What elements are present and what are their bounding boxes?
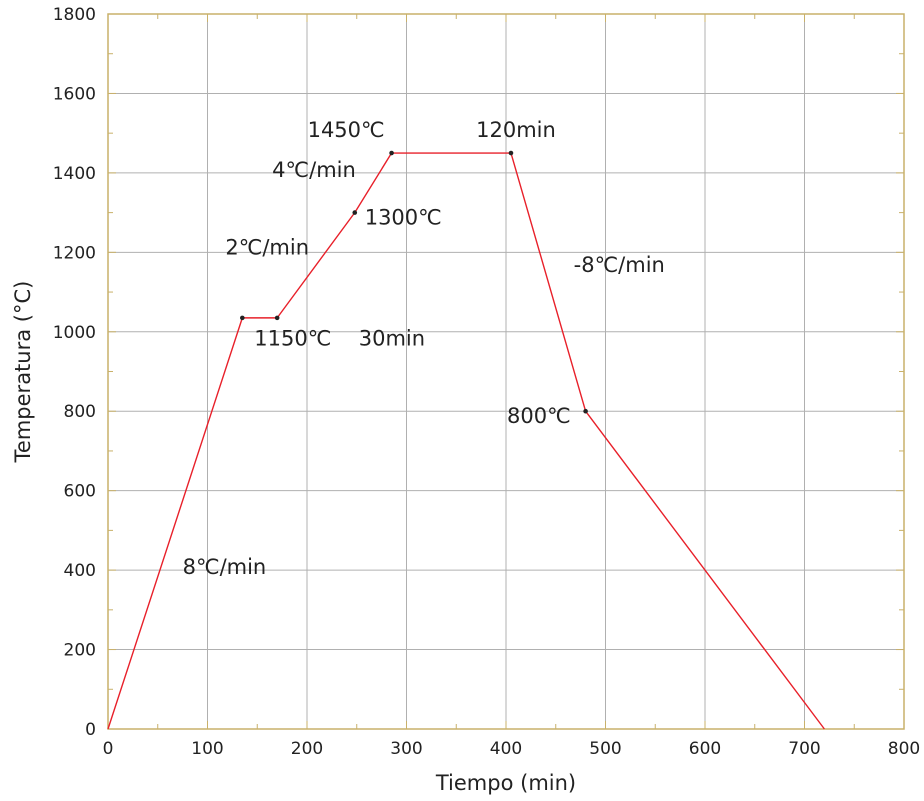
- x-tick-label: 400: [490, 739, 522, 759]
- data-point: [274, 315, 280, 321]
- y-tick-label: 0: [85, 720, 96, 740]
- annotation-label: 30min: [359, 327, 425, 351]
- data-point: [352, 210, 358, 215]
- annotation-label: 1150℃: [254, 327, 331, 351]
- y-tick-label: 1600: [53, 84, 96, 104]
- annotation-label: 1300℃: [365, 206, 442, 230]
- y-tick-label: 1800: [53, 5, 96, 25]
- x-tick-label: 0: [103, 739, 114, 759]
- plot-frame: [107, 13, 905, 730]
- annotation-label: -8℃/min: [574, 253, 665, 277]
- y-tick-label: 800: [64, 402, 96, 422]
- data-point: [389, 150, 394, 156]
- grid: [108, 14, 904, 729]
- data-point: [508, 150, 514, 156]
- annotation-label: 120min: [476, 118, 556, 142]
- y-tick-label: 1000: [53, 323, 96, 343]
- annotation-label: 4℃/min: [272, 158, 356, 182]
- x-tick-label: 700: [788, 739, 820, 759]
- y-tick-label: 200: [64, 641, 96, 661]
- x-tick-label: 100: [191, 739, 223, 759]
- annotation-label: 2℃/min: [225, 235, 309, 259]
- x-axis-title: Tiempo (min): [435, 771, 576, 795]
- data-point: [240, 315, 245, 321]
- point-layer: [240, 150, 588, 414]
- series-layer: [107, 152, 825, 730]
- x-tick-label: 300: [390, 739, 422, 759]
- annotation-layer: 1450℃ 120min 4℃/min 1300℃ 2℃/min -8℃/min 1150℃…: [183, 118, 665, 579]
- x-tick-label: 200: [291, 739, 323, 759]
- annotation-label: 8℃/min: [183, 555, 267, 579]
- x-axis-ticks: 0 100 200 300 400 500 600 700 800: [103, 739, 921, 759]
- series-line: [107, 152, 825, 730]
- x-tick-label: 600: [689, 739, 721, 759]
- data-point: [583, 408, 588, 414]
- x-tick-label: 800: [888, 739, 920, 759]
- annotation-label: 800℃: [507, 404, 571, 428]
- y-axis-ticks: 0 200 400 600 800 1000 1200 1400 1600 1800: [53, 5, 96, 740]
- y-tick-label: 1400: [53, 164, 96, 184]
- y-tick-label: 600: [64, 482, 96, 502]
- y-tick-label: 1200: [53, 243, 96, 263]
- y-axis-title: Temperatura (°C): [11, 281, 35, 464]
- annotation-label: 1450℃: [308, 118, 385, 142]
- y-tick-label: 400: [64, 561, 96, 581]
- x-tick-label: 500: [589, 739, 621, 759]
